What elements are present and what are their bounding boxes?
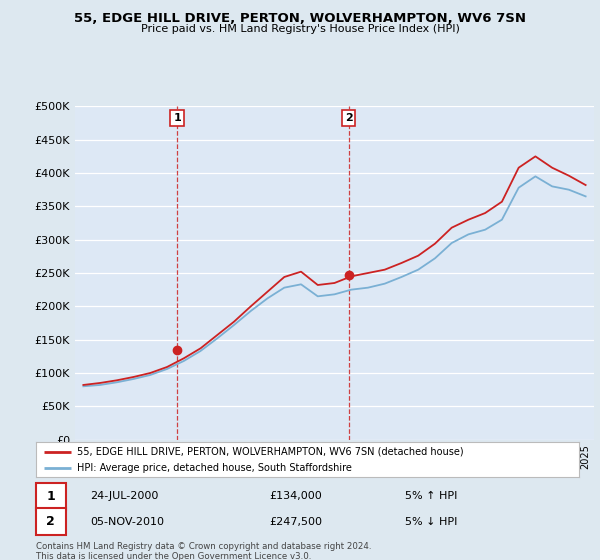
Text: Contains HM Land Registry data © Crown copyright and database right 2024.
This d: Contains HM Land Registry data © Crown c… [36,542,371,560]
Text: 24-JUL-2000: 24-JUL-2000 [91,492,158,501]
Text: 5% ↓ HPI: 5% ↓ HPI [405,517,458,526]
Text: 55, EDGE HILL DRIVE, PERTON, WOLVERHAMPTON, WV6 7SN (detached house): 55, EDGE HILL DRIVE, PERTON, WOLVERHAMPT… [77,447,463,457]
Text: 55, EDGE HILL DRIVE, PERTON, WOLVERHAMPTON, WV6 7SN: 55, EDGE HILL DRIVE, PERTON, WOLVERHAMPT… [74,12,526,25]
Text: £134,000: £134,000 [269,492,322,501]
Text: Price paid vs. HM Land Registry's House Price Index (HPI): Price paid vs. HM Land Registry's House … [140,24,460,34]
Text: 1: 1 [173,113,181,123]
FancyBboxPatch shape [36,483,66,510]
Text: 2: 2 [345,113,353,123]
Text: 1: 1 [46,490,55,503]
Text: HPI: Average price, detached house, South Staffordshire: HPI: Average price, detached house, Sout… [77,463,352,473]
FancyBboxPatch shape [36,508,66,535]
Text: 5% ↑ HPI: 5% ↑ HPI [405,492,458,501]
Text: 2: 2 [46,515,55,528]
Text: 05-NOV-2010: 05-NOV-2010 [91,517,164,526]
Text: £247,500: £247,500 [269,517,322,526]
